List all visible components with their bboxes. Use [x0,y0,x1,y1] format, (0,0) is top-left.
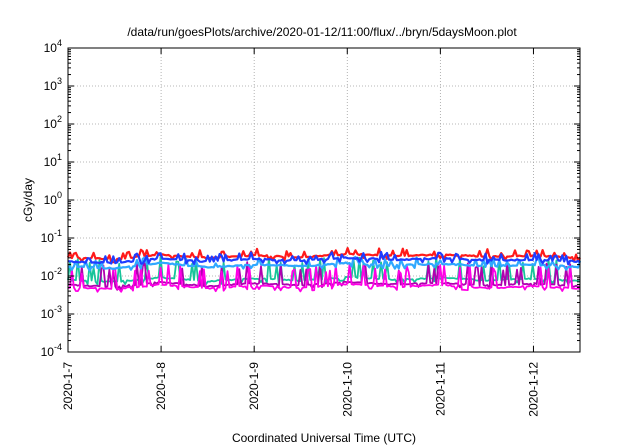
y-tick-label: 10-3 [41,304,62,321]
series-line-3 [67,255,582,272]
y-tick-label: 102 [44,114,62,131]
x-tick-label: 2020-1-10 [340,362,354,417]
series-layer [66,247,582,293]
axis-ticks [67,47,580,353]
y-axis-label: cGy/day [21,178,35,222]
y-tick-label: 10-4 [41,342,62,359]
x-tick-labels: 2020-1-7 2020-1-8 2020-1-9 2020-1-10 2020-1-… [61,362,540,417]
y-tick-exponent: 4 [57,38,62,48]
x-tick-label: 2020-1-11 [433,362,447,416]
series-line-6 [68,262,581,293]
x-tick-label: 2020-1-9 [247,362,261,410]
y-tick-label: 103 [44,76,62,93]
grid-lines [67,48,580,352]
y-tick-label: 100 [44,190,62,207]
y-tick-mantissa: 10 [44,79,58,93]
y-tick-mantissa: 10 [41,345,55,359]
y-tick-label: 101 [44,152,62,169]
y-tick-mantissa: 10 [44,41,58,55]
y-tick-mantissa: 10 [44,117,58,131]
y-tick-exponent: 0 [57,190,62,200]
y-tick-exponent: 3 [57,76,62,86]
y-tick-mantissa: 10 [44,193,58,207]
y-tick-exponent: -4 [54,342,62,352]
y-tick-mantissa: 10 [41,231,55,245]
y-tick-mantissa: 10 [44,155,58,169]
y-tick-exponent: -1 [54,228,62,238]
y-tick-exponent: 1 [57,152,62,162]
x-tick-label: 2020-1-8 [154,362,168,410]
y-tick-exponent: 2 [57,114,62,124]
x-axis-label: Coordinated Universal Time (UTC) [232,431,416,445]
y-tick-exponent: -2 [54,266,62,276]
series-line-2 [67,250,581,266]
series-line-4 [67,254,581,286]
y-tick-label: 104 [44,38,62,55]
chart-title: /data/run/goesPlots/archive/2020-01-12/1… [127,25,517,39]
y-tick-label: 10-1 [41,228,62,245]
y-tick-exponent: -3 [54,304,62,314]
series-line-1 [66,247,581,264]
y-tick-mantissa: 10 [41,269,55,283]
y-tick-mantissa: 10 [41,307,55,321]
y-tick-label: 10-2 [41,266,62,283]
x-tick-label: 2020-1-7 [61,362,75,410]
x-tick-label: 2020-1-12 [526,362,540,417]
